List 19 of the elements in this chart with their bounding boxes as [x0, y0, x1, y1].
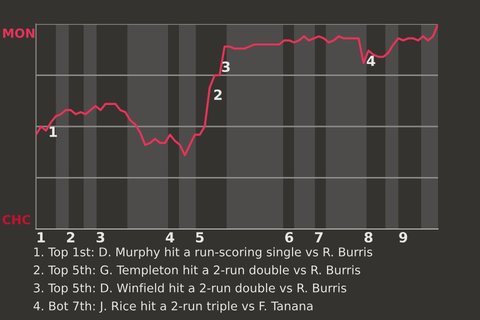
x-tick-label: 6	[285, 232, 294, 243]
annotation: 3	[222, 62, 230, 72]
text: MON	[3, 28, 34, 38]
text: 1. Top 1st: D. Murphy hit a run-scoring single vs R. Burris	[34, 247, 372, 259]
x-tick-label: 9	[399, 232, 408, 243]
x-tick-label: 5	[196, 232, 204, 243]
x-tick-label: 1	[38, 232, 45, 242]
x-tick-label: 2	[67, 232, 74, 242]
annotation: 1	[50, 126, 57, 137]
x-tick-label: 3	[96, 232, 104, 243]
annotation: 4	[366, 56, 376, 66]
x-tick-label: 7	[314, 232, 323, 242]
text: CHC	[2, 214, 30, 224]
x-tick-label: 4	[166, 232, 174, 242]
text: 2. Top 5th: G. Templeton hit a 2-run double vs R. Burris	[34, 265, 360, 277]
x-tick-label: 8	[364, 232, 372, 243]
annotation: 2	[214, 90, 222, 100]
text: 3. Top 5th: D. Winfield hit a 2-run double vs R. Burris	[34, 283, 346, 295]
text: 4. Bot 7th: J. Rice hit a 2-run triple vs F. Tanana	[34, 301, 312, 313]
